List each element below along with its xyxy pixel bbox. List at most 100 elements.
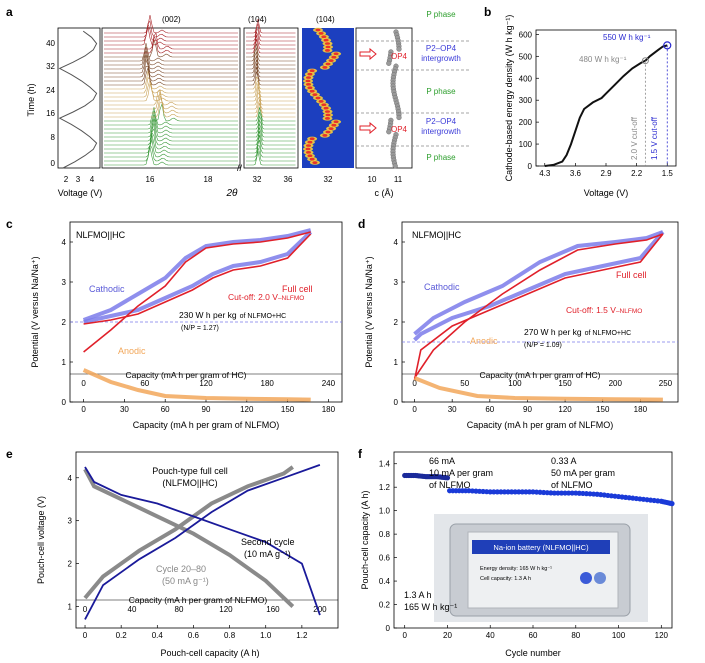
c-parameter-dots xyxy=(359,29,402,169)
panel-a-yticks: 0 8 16 24 32 40 xyxy=(46,39,55,168)
xrd-pattern xyxy=(104,20,238,38)
ytick: 1 xyxy=(394,358,399,367)
capacity-point xyxy=(566,490,572,496)
bottom-xtick: 150 xyxy=(281,405,295,414)
label-66ma-sub2: of NLFMO xyxy=(429,480,471,490)
voltage-xtick: 2 xyxy=(64,175,69,184)
bottom-xtick: 60 xyxy=(485,405,494,414)
bottom-xtick: 180 xyxy=(322,405,336,414)
xrd-pattern xyxy=(104,67,238,86)
ytick: 1.4 xyxy=(379,460,391,469)
panel-e-xlabel: Pouch-cell capacity (A h) xyxy=(160,648,259,658)
ytick: 0 xyxy=(51,159,56,168)
xtick: 100 xyxy=(612,631,626,640)
heatmap-core xyxy=(325,110,331,113)
label-cathodic: Cathodic xyxy=(89,284,125,294)
xrd-pattern-104 xyxy=(246,139,296,154)
heatmap-xtick: 32 xyxy=(324,175,333,184)
c-tick: 11 xyxy=(394,175,403,184)
xrd-pattern-104 xyxy=(246,66,296,82)
xrd-pattern-104 xyxy=(246,145,296,158)
top-xtick: 200 xyxy=(313,605,327,614)
ytick: 0 xyxy=(62,398,67,407)
panel-e-frame xyxy=(75,451,339,629)
panel-d-title: NLFMO||HC xyxy=(412,230,462,240)
heatmap-core xyxy=(333,52,339,56)
xrd-pattern xyxy=(104,107,238,126)
top-xtick: 180 xyxy=(261,379,275,388)
heatmap-core xyxy=(305,83,311,86)
phase-label-p2op4-bottom: P2–OP4 xyxy=(426,117,457,126)
panel-b-xtick: 3.6 xyxy=(570,169,582,178)
ytick: 16 xyxy=(46,109,55,118)
ytick: 0.4 xyxy=(379,577,391,586)
xrd-pattern xyxy=(104,39,238,58)
xrd-pattern-104 xyxy=(246,55,296,70)
xrd-pattern xyxy=(104,102,238,122)
panel-b-ytick: 500 xyxy=(519,52,533,61)
cutoff-subtext: –NLFMO xyxy=(278,295,304,302)
top-xtick: 240 xyxy=(322,379,336,388)
top-xtick: 0 xyxy=(83,605,88,614)
label-energy: 165 W h kg⁻¹ xyxy=(404,602,457,612)
heatmap-core xyxy=(325,62,331,66)
xrd-pattern xyxy=(104,89,238,106)
ytick: 2 xyxy=(68,560,73,569)
label-anodic: Anodic xyxy=(470,336,498,346)
capacity-point xyxy=(562,490,568,496)
panel-b-xlabel: Voltage (V) xyxy=(584,188,629,198)
heatmap-core xyxy=(323,106,329,110)
panel-f-label: f xyxy=(358,447,363,461)
energy-density-line xyxy=(544,44,668,167)
panel-f-plot: 0 20 40 60 80 100 120 0 0.2 0.4 0.6 0.8 1.0 1.2 1.4 xyxy=(379,460,675,640)
voltage-xlabel: Voltage (V) xyxy=(58,188,103,198)
xrd-pattern-104 xyxy=(246,111,296,126)
label-second-cycle-sub: (10 mA g⁻¹) xyxy=(244,549,291,559)
heatmap-core xyxy=(322,134,328,137)
label-033a-sub2: of NLFMO xyxy=(551,480,593,490)
cutoff-text: Cut-off: 2.0 V xyxy=(228,292,278,302)
xrd-pattern xyxy=(104,132,238,150)
xrd-pattern-104 xyxy=(246,18,296,34)
ytick: 1 xyxy=(62,358,67,367)
capacity-point xyxy=(494,489,500,495)
heatmap-core xyxy=(307,86,313,90)
xtick: 60 xyxy=(529,631,538,640)
heatmap-core xyxy=(325,42,331,45)
second-cycle-charge-line xyxy=(84,464,321,620)
label-second-cycle: Second cycle xyxy=(241,537,295,547)
cutoff-2v-label: 2.0 V cut-off xyxy=(630,116,639,160)
bottom-xtick: 0 xyxy=(412,405,417,414)
xrd-pattern-104 xyxy=(246,83,296,98)
heatmap-core xyxy=(318,32,324,35)
label-66ma: 66 mA xyxy=(429,456,455,466)
2theta-tick: 16 xyxy=(146,175,155,184)
phase-label-bottom: P phase xyxy=(426,153,456,162)
photo-title: Na-ion battery (NLFMO||HC) xyxy=(493,543,589,552)
heatmap-core xyxy=(309,89,315,93)
panel-b: b 4.3 3.6 2.9 2.2 1.5 0 100 200 300 400 500 600 550… xyxy=(484,5,677,198)
top-xtick: 80 xyxy=(175,605,184,614)
phase-dividers xyxy=(356,40,470,147)
heatmap-core xyxy=(309,69,315,73)
panel-b-ytick: 200 xyxy=(519,118,533,127)
xrd-pattern xyxy=(104,101,238,118)
top-xtick: 0 xyxy=(81,379,86,388)
bottom-xtick: 0.6 xyxy=(188,631,200,640)
heatmap-core xyxy=(315,96,321,100)
xrd-pattern-104 xyxy=(246,131,296,146)
xtick: 120 xyxy=(655,631,669,640)
xrd-pattern-104 xyxy=(246,147,296,162)
bottom-xtick: 0.2 xyxy=(116,631,128,640)
anodic-line xyxy=(413,376,663,402)
panel-b-ytick: 600 xyxy=(519,30,533,39)
xrd-pattern xyxy=(104,135,238,154)
peak-label-104-heatmap: (104) xyxy=(316,15,335,24)
xrd-pattern xyxy=(104,36,238,54)
ytick: 4 xyxy=(62,238,67,247)
voltage-xtick: 3 xyxy=(76,175,81,184)
cathodic-discharge-line xyxy=(413,230,665,342)
xtick: 20 xyxy=(443,631,452,640)
c-data-point xyxy=(392,163,398,169)
top-xtick: 0 xyxy=(412,379,417,388)
